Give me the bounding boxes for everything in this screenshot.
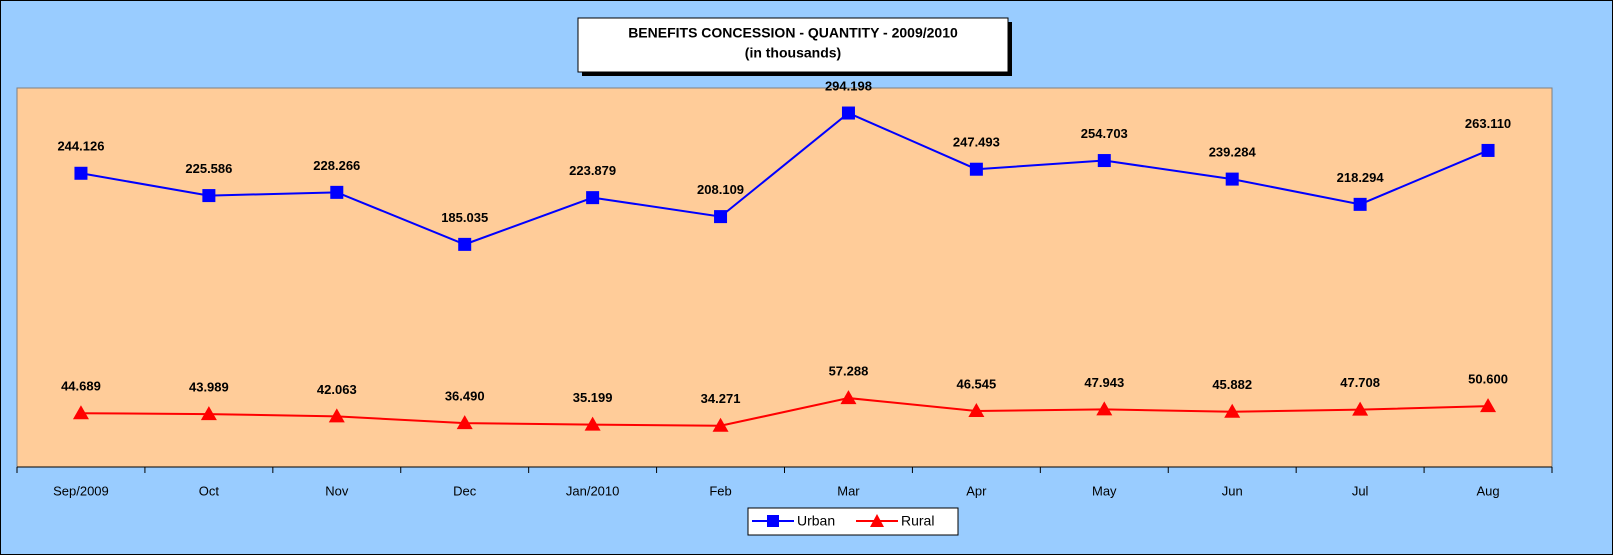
data-point xyxy=(840,390,857,405)
data-label: 223.879 xyxy=(569,163,616,178)
data-point xyxy=(712,417,729,432)
data-label: 225.586 xyxy=(185,161,232,176)
data-label: 50.600 xyxy=(1468,372,1508,387)
x-tick-label: Mar xyxy=(837,483,860,498)
data-point xyxy=(1096,401,1113,416)
data-point xyxy=(202,189,216,203)
data-label: 36.490 xyxy=(445,389,485,404)
data-label: 35.199 xyxy=(573,390,613,405)
data-point xyxy=(328,408,345,423)
data-point xyxy=(74,166,88,180)
legend-marker xyxy=(870,514,884,527)
data-label: 244.126 xyxy=(57,139,104,154)
x-tick-label: Dec xyxy=(453,483,477,498)
data-label: 45.882 xyxy=(1212,377,1252,392)
x-tick-label: Aug xyxy=(1476,483,1499,498)
x-tick-label: Apr xyxy=(966,483,987,498)
data-point xyxy=(330,185,344,199)
data-label: 47.708 xyxy=(1340,375,1380,390)
data-point xyxy=(200,406,217,421)
title-box xyxy=(577,17,1009,73)
data-point xyxy=(1353,197,1367,211)
data-point xyxy=(968,402,985,417)
data-label: 42.063 xyxy=(317,382,357,397)
x-tick-label: Feb xyxy=(709,483,731,498)
data-label: 263.110 xyxy=(1465,116,1511,131)
data-point xyxy=(458,237,472,251)
data-point xyxy=(1481,143,1495,157)
data-point xyxy=(584,416,601,431)
data-label: 47.943 xyxy=(1084,375,1124,390)
chart-title: BENEFITS CONCESSION - QUANTITY - 2009/20… xyxy=(628,25,958,41)
legend-marker xyxy=(767,515,779,527)
data-label: 185.035 xyxy=(441,210,488,225)
x-tick-label: May xyxy=(1092,483,1117,498)
data-label: 57.288 xyxy=(829,364,869,379)
data-point xyxy=(72,405,89,420)
data-point xyxy=(714,210,728,224)
chart-subtitle: (in thousands) xyxy=(745,45,841,61)
x-tick-label: Oct xyxy=(199,483,220,498)
data-label: 247.493 xyxy=(953,135,1000,150)
data-point xyxy=(841,106,855,120)
data-label: 46.545 xyxy=(956,376,996,391)
data-label: 43.989 xyxy=(189,380,229,395)
x-tick-label: Sep/2009 xyxy=(53,483,109,498)
series-line xyxy=(80,397,1489,427)
x-tick-label: Nov xyxy=(325,483,349,498)
data-point xyxy=(1352,401,1369,416)
data-label: 208.109 xyxy=(697,182,744,197)
data-point xyxy=(456,415,473,430)
data-point xyxy=(586,191,600,205)
data-label: 239.284 xyxy=(1209,145,1257,160)
legend-label: Rural xyxy=(901,513,934,529)
x-tick-label: Jun xyxy=(1222,483,1243,498)
legend-label: Urban xyxy=(797,513,835,529)
data-label: 44.689 xyxy=(61,379,101,394)
data-label: 254.703 xyxy=(1081,126,1128,141)
series-line xyxy=(80,111,1489,246)
data-label: 218.294 xyxy=(1337,170,1385,185)
data-point xyxy=(1097,154,1111,168)
plot-area xyxy=(16,87,1553,468)
x-tick-label: Jul xyxy=(1352,483,1369,498)
data-label: 294.198 xyxy=(825,78,872,93)
data-point xyxy=(969,162,983,176)
x-tick-label: Jan/2010 xyxy=(566,483,620,498)
data-label: 228.266 xyxy=(313,158,360,173)
data-point xyxy=(1224,403,1241,418)
data-point xyxy=(1225,172,1239,186)
data-label: 34.271 xyxy=(701,391,741,406)
data-point xyxy=(1480,398,1497,413)
